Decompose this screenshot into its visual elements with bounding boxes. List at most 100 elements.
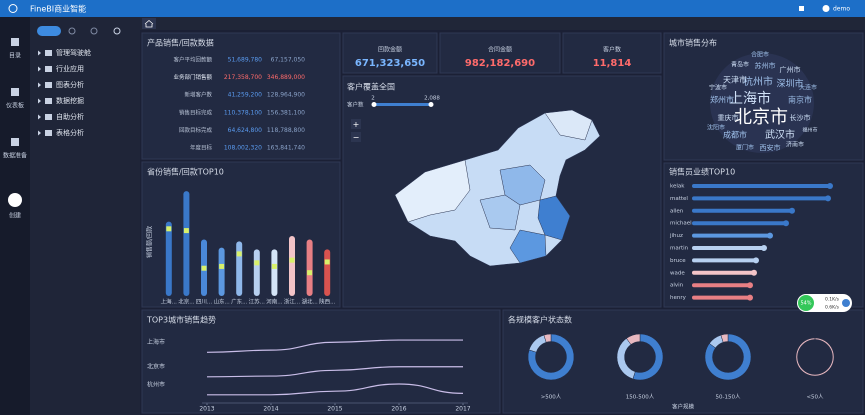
marker	[236, 251, 242, 257]
tree-item[interactable]: 行业应用	[56, 64, 84, 73]
sidebar-item[interactable]: 创建	[9, 212, 21, 220]
home-tab[interactable]	[142, 18, 156, 29]
legend-title: 客户数	[347, 101, 364, 109]
panel	[141, 32, 341, 160]
legend-max: 2,088	[424, 96, 440, 102]
app-title: FineBI商业智能	[30, 4, 86, 14]
marker	[183, 228, 189, 234]
cloud-word: 宁波市	[709, 84, 727, 92]
category-label: <50人	[806, 394, 824, 401]
kpi-value: 11,814	[593, 58, 632, 69]
cloud-word: 成都市	[723, 130, 747, 140]
cloud-word: 天津市	[723, 75, 747, 85]
panel-title: 客户覆盖全国	[347, 82, 395, 92]
x-axis-label: 客户规模	[672, 403, 695, 411]
y-tick-label: henry	[670, 295, 687, 301]
bar	[692, 270, 754, 275]
net-up: 0.1K/s	[825, 297, 840, 303]
user-name[interactable]: demo	[833, 6, 850, 13]
legend-handle[interactable]	[371, 102, 377, 107]
y-tick-label: kelak	[670, 184, 685, 190]
marker	[166, 226, 172, 232]
row-value: 156,381,100	[267, 109, 305, 116]
marker	[219, 263, 225, 269]
caret	[38, 130, 41, 136]
tree-item[interactable]: 图表分析	[56, 80, 84, 89]
folder-icon	[45, 66, 52, 72]
line	[207, 383, 464, 396]
cloud-word: 大连市	[799, 84, 817, 92]
tab-icon[interactable]	[68, 27, 76, 35]
caret	[38, 114, 41, 120]
bar	[165, 221, 172, 296]
bar	[692, 246, 764, 250]
donut-segment	[527, 333, 575, 381]
series-label: 北京市	[147, 362, 165, 370]
row-label: 业务部门销售额	[173, 73, 212, 81]
row-value: 64,624,800	[228, 127, 263, 134]
panel-title: 销售员业绩TOP10	[669, 167, 735, 177]
cloud-word: 沈阳市	[707, 124, 725, 132]
china-map	[351, 102, 601, 267]
bar-end	[825, 195, 831, 202]
donut-segment	[626, 333, 641, 345]
x-tick-label: 四川...	[196, 299, 212, 306]
bell-icon[interactable]	[799, 6, 804, 11]
kpi-label: 回款金额	[378, 46, 402, 54]
row-value: 346,889,000	[267, 74, 305, 81]
cloud-word: 南京市	[788, 95, 812, 105]
x-tick-label: 2017	[455, 406, 470, 413]
legend-min: 2	[371, 96, 375, 102]
net-down: 0.6K/s	[825, 305, 840, 311]
folder-icon	[45, 50, 52, 56]
bar	[289, 235, 295, 296]
tree-item[interactable]: 数据挖掘	[56, 96, 84, 105]
tab-icon[interactable]	[90, 27, 98, 35]
panel	[141, 309, 501, 414]
tab-list[interactable]	[37, 26, 61, 36]
cloud-word: 上海市	[729, 90, 771, 107]
bar	[692, 233, 770, 238]
marker	[324, 259, 330, 265]
tree-item[interactable]: 表格分析	[56, 128, 84, 137]
tree-item[interactable]: 管理驾驶舱	[56, 48, 91, 57]
zoom-out[interactable]	[351, 132, 361, 142]
y-tick-label: mattel	[670, 196, 688, 202]
sidebar-item[interactable]: 仪表板	[6, 102, 24, 110]
legend-handle[interactable]	[428, 102, 434, 107]
tree-item[interactable]: 自助分析	[56, 112, 84, 121]
caret	[38, 66, 41, 72]
panel	[342, 32, 438, 74]
tree-panel	[30, 17, 140, 415]
bar	[271, 249, 278, 296]
category-label: >500人	[541, 394, 562, 401]
y-tick-label: martin	[670, 246, 689, 252]
x-tick-label: 浙江...	[284, 298, 300, 306]
zoom-in-label[interactable]: +	[353, 120, 360, 129]
zoom-in[interactable]	[351, 119, 361, 129]
row-value: 163,841,740	[267, 145, 305, 152]
sidebar-item[interactable]: 目录	[9, 52, 21, 60]
series-label: 上海市	[147, 338, 165, 346]
cloud-word: 青岛市	[731, 61, 749, 69]
cloud-word: 深圳市	[776, 78, 803, 90]
row-value: 41,259,200	[228, 92, 263, 99]
sidebar-item[interactable]: 数据准备	[3, 152, 27, 160]
icon[interactable]	[8, 193, 22, 207]
y-tick-label: allen	[670, 208, 684, 214]
row-value: 67,157,050	[271, 57, 306, 64]
x-tick-label: 2016	[391, 406, 406, 413]
search-icon[interactable]	[113, 27, 121, 35]
y-tick-label: alvin	[670, 283, 684, 289]
zoom-out-label[interactable]: −	[353, 133, 360, 142]
cloud-word: 长沙市	[790, 113, 811, 122]
folder-icon	[45, 130, 52, 136]
bar	[218, 247, 225, 296]
bar-end	[747, 294, 753, 301]
home-icon	[144, 19, 154, 28]
x-tick-label: 广东...	[231, 298, 247, 306]
series-label: 杭州市	[147, 380, 165, 388]
donut-segment	[795, 337, 835, 377]
cloud-word: 北京市	[734, 107, 788, 128]
row-label: 客户平均回款额	[173, 56, 212, 64]
